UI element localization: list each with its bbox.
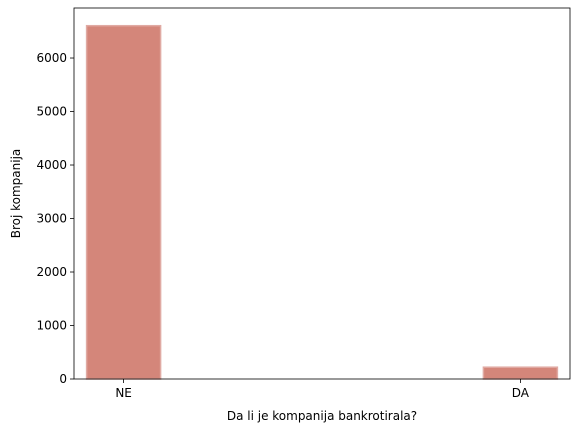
y-tick-label: 0: [59, 372, 67, 386]
x-axis-label: Da li je kompanija bankrotirala?: [227, 409, 417, 423]
y-tick-label: 1000: [36, 319, 67, 333]
y-axis-label: Broj kompanija: [9, 149, 23, 239]
y-tick-label: 3000: [36, 212, 67, 226]
y-tick-label: 5000: [36, 105, 67, 119]
bar-ne: [85, 24, 162, 380]
bars-group: [85, 24, 559, 380]
x-axis-ticks: NE DA: [115, 379, 530, 400]
axes-frame: [73, 7, 571, 380]
y-axis-ticks: 0 1000 2000 3000 4000 5000 6000: [36, 51, 74, 386]
y-tick-label: 6000: [36, 51, 67, 65]
x-tick-label: DA: [512, 386, 530, 400]
x-tick-label: NE: [115, 386, 132, 400]
y-tick-label: 4000: [36, 158, 67, 172]
bar-da: [482, 366, 559, 380]
y-tick-label: 2000: [36, 265, 67, 279]
